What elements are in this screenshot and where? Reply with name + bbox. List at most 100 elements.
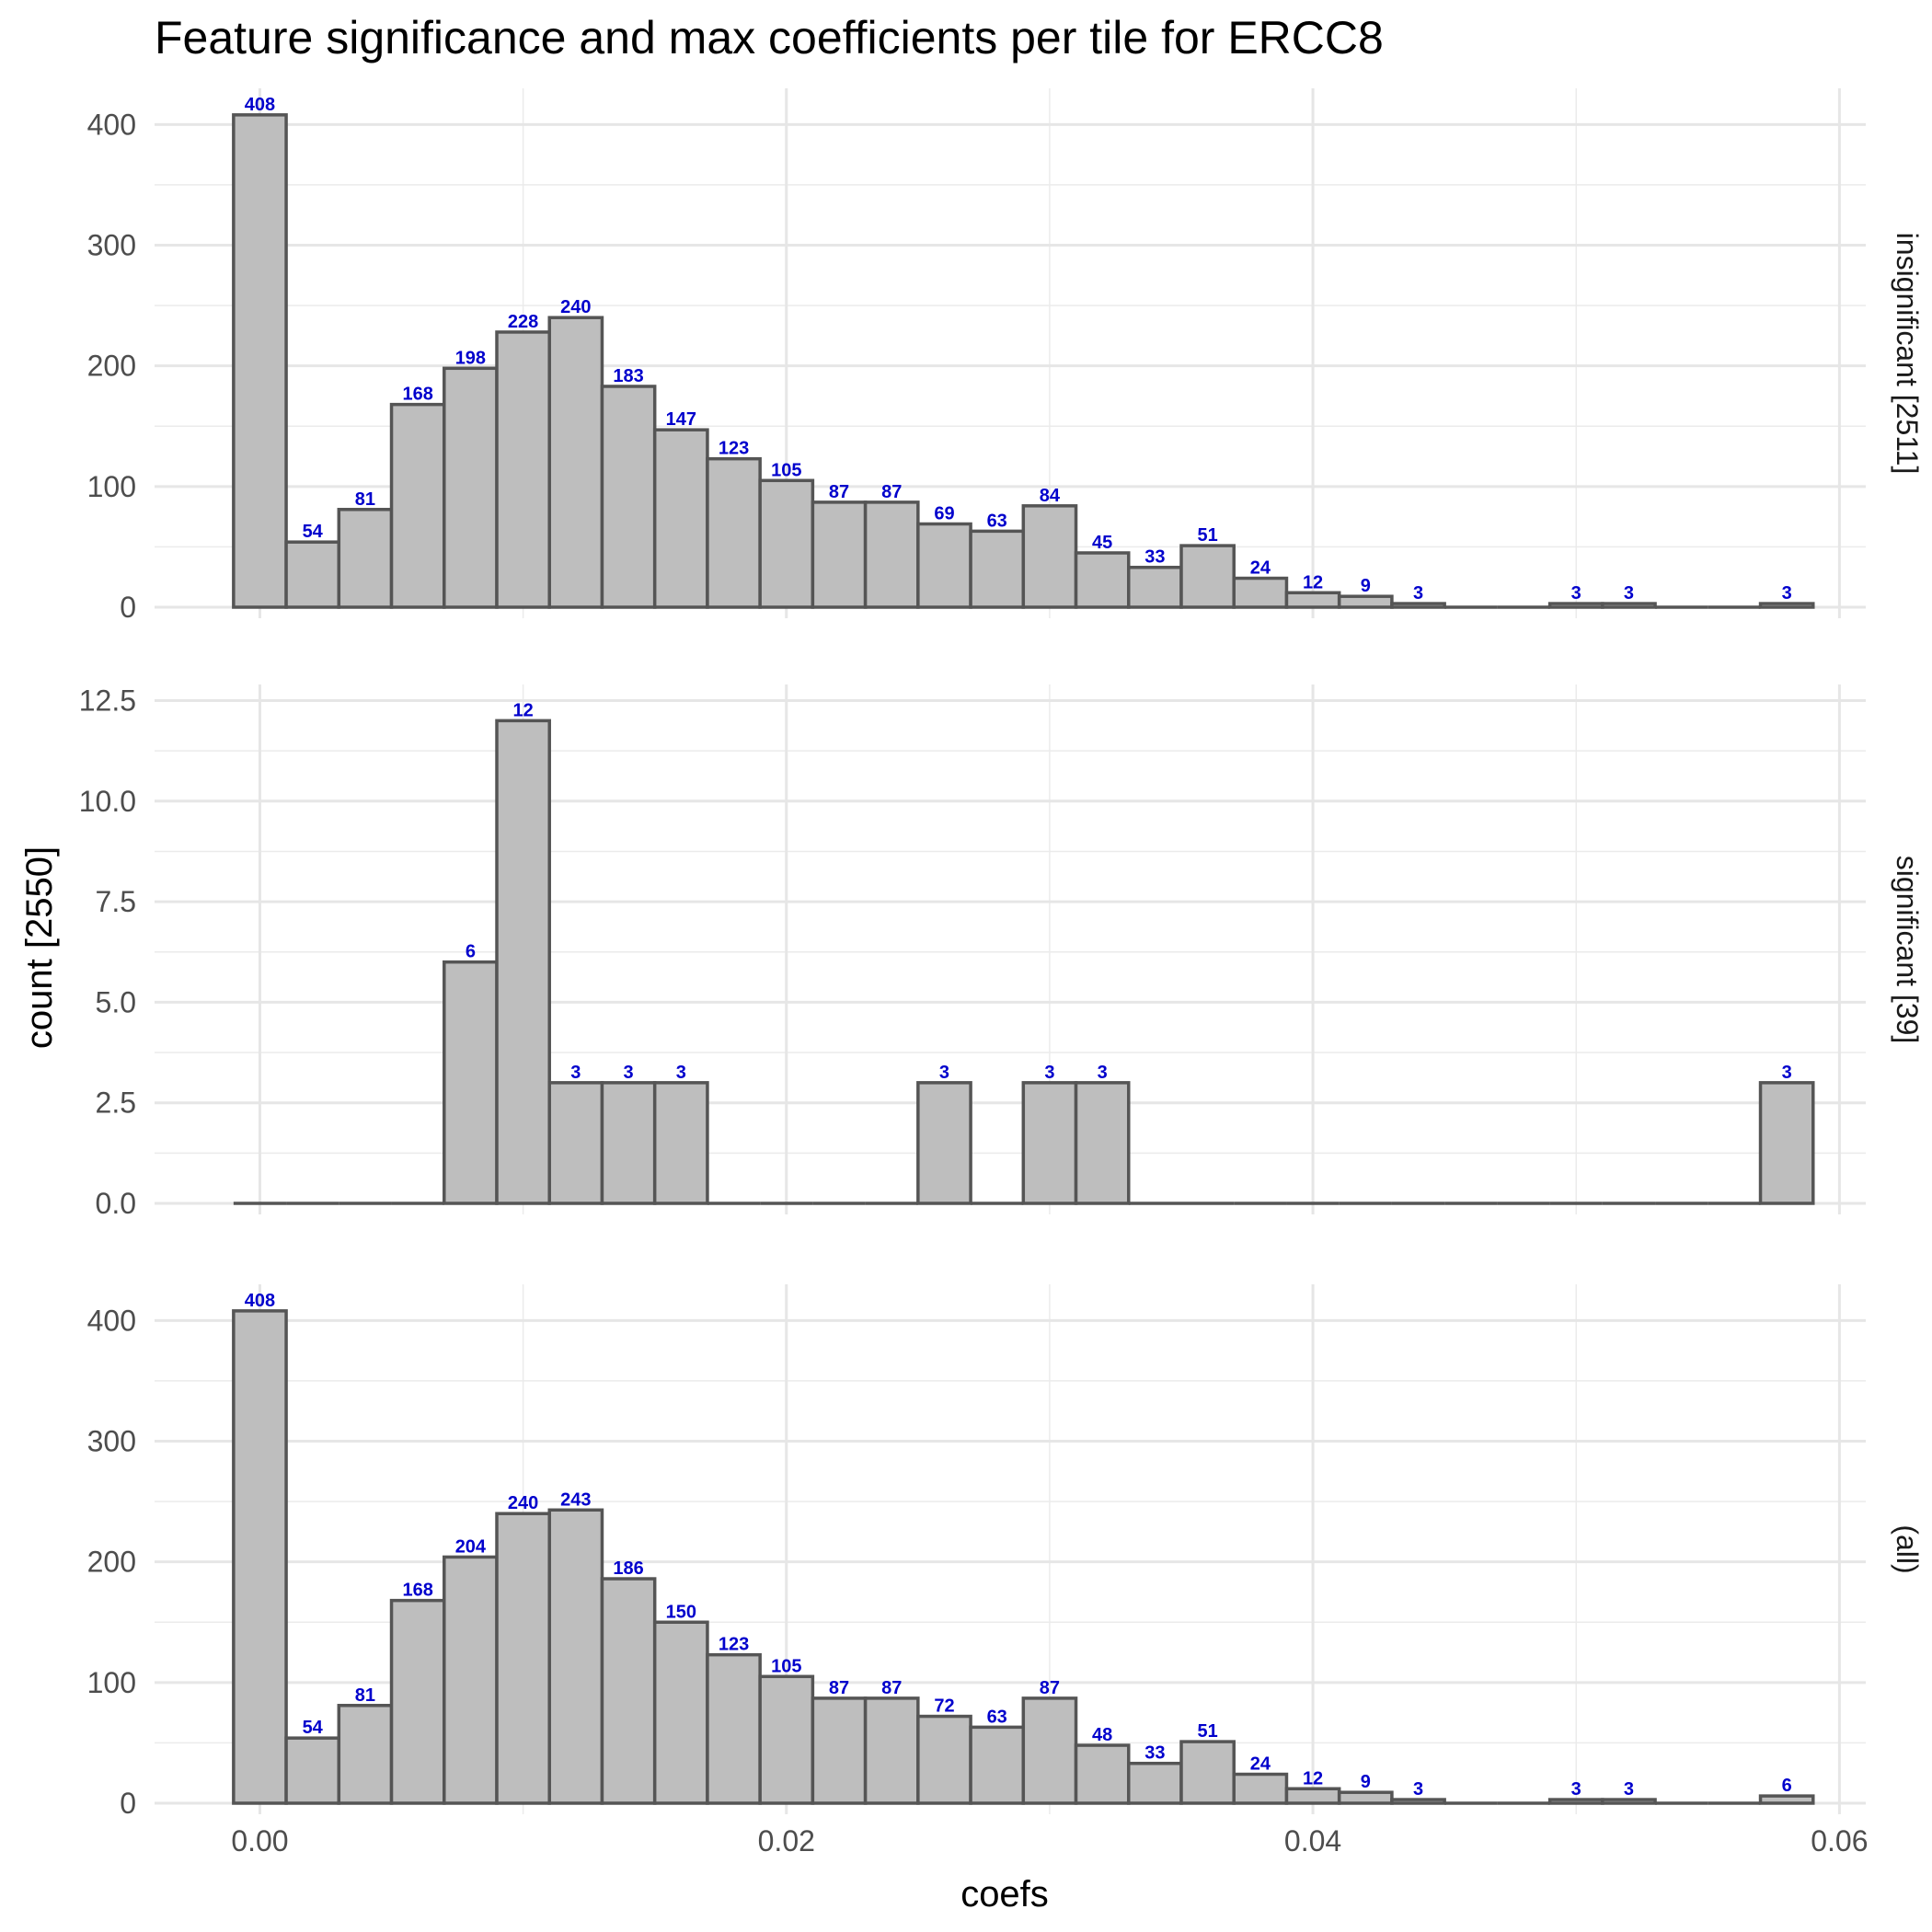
bar-count-label: 105 <box>771 460 801 480</box>
histogram-bar <box>1074 1081 1131 1205</box>
histogram-bar <box>811 500 868 609</box>
bar-count-label: 3 <box>1044 1063 1054 1083</box>
histogram-bar <box>1074 1743 1131 1805</box>
histogram-bar <box>284 540 341 609</box>
y-tick-label: 7.5 <box>96 885 136 918</box>
bar-count-label: 3 <box>624 1063 634 1083</box>
histogram-bar <box>969 1725 1026 1805</box>
histogram-bar <box>443 960 499 1205</box>
bar-count-label: 87 <box>1040 1678 1060 1698</box>
histogram-bar <box>547 1508 604 1805</box>
y-axis-title: count [2550] <box>19 846 60 1049</box>
bar-count-label: 123 <box>719 439 749 459</box>
bar-count-label: 3 <box>1571 583 1581 604</box>
histogram-bar <box>284 1736 341 1805</box>
bar-count-label: 33 <box>1144 1743 1165 1764</box>
y-tick-label: 5.0 <box>96 985 136 1018</box>
bar-count-label: 198 <box>455 348 486 368</box>
bar-count-label: 186 <box>613 1558 643 1579</box>
x-tick-label: 0.02 <box>758 1824 815 1857</box>
y-tick-label: 100 <box>87 470 136 503</box>
y-tick-label: 0.0 <box>96 1187 136 1220</box>
histogram-bar <box>337 508 394 609</box>
bar-count-label: 63 <box>987 511 1007 531</box>
bar-count-label: 240 <box>560 297 591 317</box>
histogram-bar <box>1390 602 1446 609</box>
histogram-bar <box>1337 594 1394 609</box>
bar-count-label: 87 <box>881 1678 902 1698</box>
x-tick-label: 0.04 <box>1284 1824 1341 1857</box>
bar-count-label: 54 <box>303 522 324 542</box>
histogram-bar <box>1021 1696 1078 1805</box>
histogram-bar <box>1179 1740 1236 1805</box>
bar-count-label: 54 <box>303 1718 324 1738</box>
bar-count-label: 9 <box>1361 1772 1371 1792</box>
bar-count-label: 3 <box>1624 1779 1634 1800</box>
bar-count-label: 150 <box>666 1602 696 1622</box>
bar-count-label: 3 <box>1098 1063 1108 1083</box>
histogram-bar <box>1074 551 1131 609</box>
bar-count-label: 3 <box>1782 583 1792 604</box>
histogram-bar <box>443 1555 499 1805</box>
bar-count-label: 243 <box>560 1489 591 1510</box>
histogram-bar <box>389 402 446 609</box>
bar-count-label: 12 <box>1303 1768 1323 1788</box>
bar-count-label: 3 <box>570 1063 581 1083</box>
bar-count-label: 408 <box>245 1291 275 1311</box>
y-tick-label: 10.0 <box>79 785 136 818</box>
histogram-bar <box>1021 504 1078 609</box>
x-axis-title: coefs <box>960 1874 1049 1915</box>
histogram-bar <box>916 1714 972 1805</box>
y-tick-label: 12.5 <box>79 684 136 717</box>
histogram-bar <box>232 1309 288 1805</box>
bar-count-label: 408 <box>245 95 275 115</box>
bar-count-label: 123 <box>719 1635 749 1655</box>
histogram-bar <box>443 366 499 609</box>
bar-count-label: 9 <box>1361 576 1371 596</box>
bar-count-label: 69 <box>934 503 954 523</box>
bar-count-label: 87 <box>829 1678 849 1698</box>
histogram-bar <box>811 1696 868 1805</box>
bar-count-label: 72 <box>934 1696 954 1717</box>
y-tick-label: 400 <box>87 1304 136 1337</box>
histogram-bar <box>652 1081 709 1205</box>
histogram-bar <box>547 316 604 609</box>
histogram-bar <box>863 500 920 609</box>
histogram-bar <box>495 330 551 609</box>
histogram-bar <box>600 385 657 609</box>
bar-count-label: 3 <box>1782 1063 1792 1083</box>
histogram-bar <box>1601 602 1657 609</box>
y-tick-label: 300 <box>87 1425 136 1458</box>
histogram-bar <box>337 1704 394 1805</box>
bar-count-label: 51 <box>1197 1721 1217 1742</box>
bar-count-label: 24 <box>1250 558 1271 579</box>
histogram-bar <box>1021 1081 1078 1205</box>
bar-count-label: 3 <box>1413 583 1423 604</box>
y-tick-label: 200 <box>87 1546 136 1579</box>
bar-count-label: 12 <box>1303 572 1323 592</box>
facet-strip-label: insignificant [2511] <box>1891 233 1924 475</box>
y-tick-label: 2.5 <box>96 1087 136 1120</box>
y-tick-label: 300 <box>87 229 136 262</box>
bar-count-label: 228 <box>508 312 538 332</box>
bar-count-label: 12 <box>512 700 533 720</box>
y-tick-label: 100 <box>87 1666 136 1699</box>
histogram-bar <box>1547 602 1604 609</box>
y-tick-label: 400 <box>87 108 136 141</box>
histogram-bar <box>1284 591 1341 609</box>
histogram-bar <box>758 478 815 609</box>
histogram-bar <box>1337 1790 1394 1805</box>
histogram-bar <box>495 719 551 1205</box>
y-tick-label: 0 <box>120 1787 136 1820</box>
bar-count-label: 63 <box>987 1707 1007 1727</box>
bar-count-label: 183 <box>613 366 643 386</box>
bar-count-label: 87 <box>881 482 902 502</box>
bar-count-label: 33 <box>1144 547 1165 568</box>
bar-count-label: 168 <box>402 385 432 405</box>
bar-count-label: 3 <box>676 1063 686 1083</box>
bar-count-label: 48 <box>1092 1725 1112 1745</box>
bar-count-label: 81 <box>355 1685 375 1706</box>
facet-panel-1: 0.0 2.5 5.0 7.5 10.0 12.5 6 12 3 3 3 3 3 3 3 significan… <box>79 684 1924 1220</box>
